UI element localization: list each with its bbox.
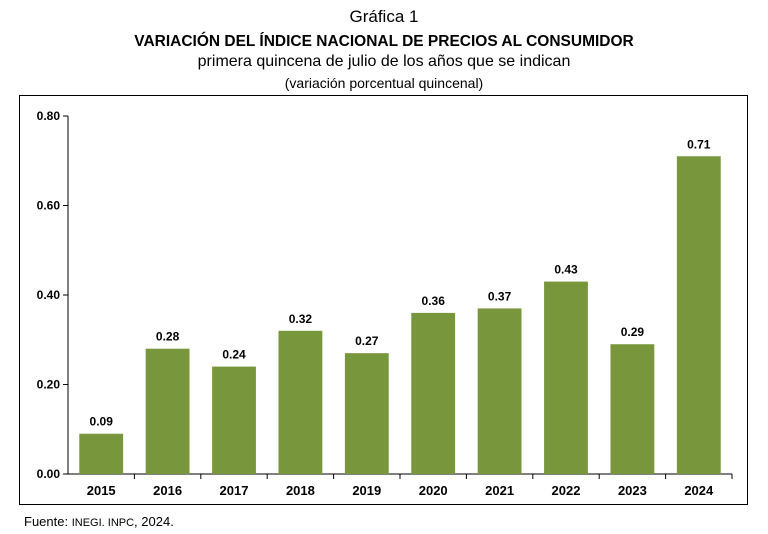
x-tick-label: 2024 (684, 483, 714, 498)
y-tick-label: 0.80 (37, 109, 61, 123)
bar-value-label: 0.28 (156, 330, 180, 344)
x-tick-label: 2021 (485, 483, 514, 498)
chart-label: Gráfica 1 (349, 7, 419, 26)
y-tick-label: 0.20 (37, 378, 61, 392)
source-suffix: , 2024. (134, 514, 174, 529)
x-tick-label: 2023 (618, 483, 647, 498)
bar (676, 156, 721, 474)
bar (610, 344, 655, 474)
bar-value-label: 0.27 (355, 334, 379, 348)
bar (411, 312, 456, 474)
chart-title: VARIACIÓN DEL ÍNDICE NACIONAL DE PRECIOS… (134, 33, 634, 50)
chart-subtitle: primera quincena de julio de los años qu… (197, 53, 571, 70)
bar (544, 281, 588, 474)
x-tick-label: 2015 (87, 483, 116, 498)
bar (145, 348, 190, 474)
source-note: Fuente: INEGI. INPC, 2024. (24, 514, 174, 529)
chart-frame: 0.00 0.20 0.40 0.60 0.80 0.09 2015 0.28 2016 0.24… (19, 95, 748, 505)
bar (212, 366, 256, 474)
bar-value-label: 0.32 (289, 312, 313, 326)
y-tick-label: 0.60 (37, 199, 61, 213)
x-tick-label: 2020 (419, 483, 448, 498)
bar (79, 433, 124, 474)
bar-value-label: 0.29 (621, 325, 645, 339)
bar-value-label: 0.37 (488, 289, 512, 303)
x-tick-label: 2018 (286, 483, 315, 498)
x-tick-label: 2019 (352, 483, 381, 498)
bar-value-label: 0.71 (687, 137, 711, 151)
bar (344, 353, 389, 474)
y-tick-label: 0.40 (37, 288, 61, 302)
bar-value-label: 0.43 (554, 263, 578, 277)
source-prefix: Fuente: (24, 514, 72, 529)
source-org: INEGI. INPC (71, 517, 135, 529)
bar-value-label: 0.36 (422, 294, 446, 308)
y-tick-label: 0.00 (37, 467, 61, 481)
x-tick-label: 2016 (153, 483, 182, 498)
bar-value-label: 0.09 (90, 415, 114, 429)
x-tick-label: 2017 (220, 483, 249, 498)
x-tick-label: 2022 (552, 483, 581, 498)
bar (477, 308, 522, 474)
chart-units: (variación porcentual quincenal) (284, 75, 484, 91)
bar (278, 330, 323, 474)
bar-value-label: 0.24 (222, 348, 246, 362)
bar-chart: 0.00 0.20 0.40 0.60 0.80 0.09 2015 0.28 2016 0.24… (37, 109, 733, 498)
